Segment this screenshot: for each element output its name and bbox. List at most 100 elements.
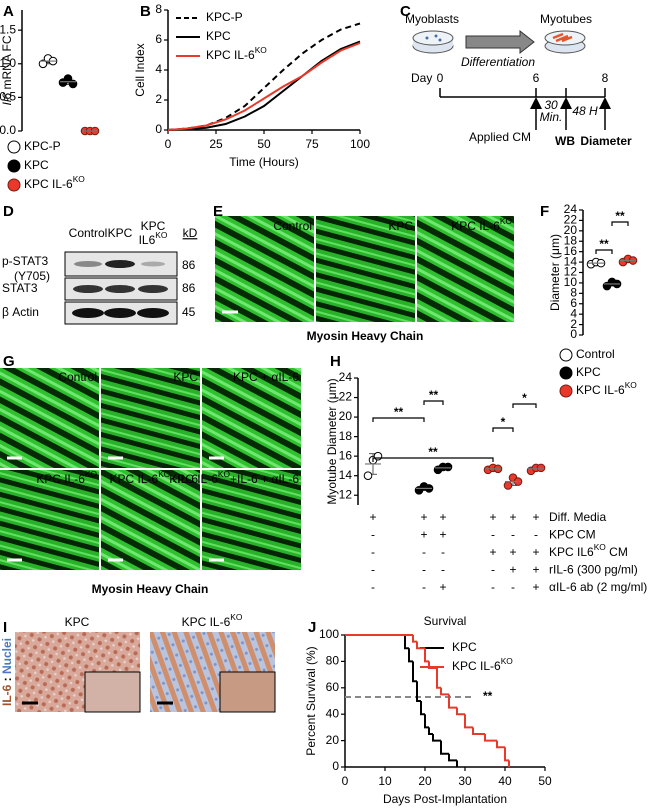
significance-bracket	[595, 249, 613, 254]
diagram-text: Differentiation	[461, 55, 535, 69]
y-tick-label: 40	[326, 706, 340, 720]
y-tick-label: 22	[339, 390, 353, 404]
legend-label: KPC IL-6KO	[206, 45, 267, 62]
chart-title: Survival	[424, 614, 467, 628]
y-axis-label: Percent Survival (%)	[304, 646, 318, 755]
significance-bracket	[423, 400, 444, 405]
legend-label: KPC IL-6KO	[24, 174, 85, 191]
survival-step	[412, 661, 417, 683]
y-tick-label: 1.0	[0, 56, 16, 70]
condition-mark: +	[439, 528, 446, 542]
x-tick-label: 50	[538, 774, 552, 788]
survival-step	[432, 734, 441, 742]
condition-mark: -	[491, 528, 495, 542]
blot-label: 86	[182, 258, 196, 272]
condition-mark: +	[369, 510, 376, 524]
survival-step	[436, 668, 441, 689]
condition-mark: +	[439, 510, 446, 524]
legend-label: Control	[576, 347, 615, 361]
survival-step	[424, 648, 429, 663]
text-part: KPC IL-6	[169, 472, 218, 486]
significance-label: **	[615, 209, 625, 223]
diagram-text: 6	[533, 71, 540, 85]
y-axis-label: Cell Index	[133, 43, 147, 96]
text-part: 30	[544, 98, 558, 112]
image-label: KPC	[388, 219, 413, 233]
y-tick-label: 18	[564, 233, 578, 247]
panel-letter: B	[140, 3, 151, 20]
condition-mark: +	[420, 528, 427, 542]
condition-mark: -	[422, 563, 426, 577]
condition-mark: -	[534, 528, 538, 542]
series-line	[167, 42, 361, 131]
survival-step	[464, 714, 473, 729]
blot-label: β Actin	[2, 305, 39, 319]
diagram-text: Myoblasts	[405, 12, 459, 26]
y-tick-label: 0	[332, 759, 339, 773]
blot-label: Control	[69, 226, 108, 240]
y-tick-label: 18	[339, 429, 353, 443]
significance-bracket	[512, 403, 537, 408]
survival-step	[416, 681, 421, 702]
image-label: Control	[273, 219, 312, 233]
condition-mark: +	[532, 563, 539, 577]
text-part: KPC IL-6	[206, 48, 255, 62]
image-label: KPC IL-6KO	[451, 216, 512, 233]
legend-marker	[559, 366, 573, 380]
panel-letter: E	[213, 203, 223, 220]
survival-step	[404, 635, 409, 650]
survival-step	[440, 687, 449, 696]
condition-mark: +	[489, 510, 496, 524]
x-tick-label: 0	[165, 137, 172, 151]
y-tick-label: 16	[339, 448, 353, 462]
text-part: +IL-6 + αIL-6	[230, 472, 299, 486]
survival-step	[408, 648, 413, 663]
condition-mark: -	[511, 580, 515, 594]
blot-label: KPC	[108, 226, 133, 240]
condition-mark: +	[509, 545, 516, 559]
text-part: Il6	[0, 93, 14, 106]
legend-marker	[7, 140, 21, 154]
survival-step	[416, 641, 425, 650]
series-line	[167, 22, 361, 131]
legend-label: KPC	[24, 158, 49, 172]
data-point	[363, 471, 373, 480]
survival-step	[412, 635, 417, 643]
y-tick-label: 2	[155, 92, 162, 106]
y-axis-label: Il6 mRNA FC	[0, 35, 14, 105]
diagram-text: Min.	[540, 110, 563, 124]
significance-label: **	[429, 388, 439, 402]
image-label: KPC IL-6KO	[182, 612, 243, 629]
y-tick-label: 16	[564, 244, 578, 258]
diagram-text: 8	[602, 71, 609, 85]
y-tick-label: 14	[339, 468, 353, 482]
y-tick-label: 20	[564, 223, 578, 237]
condition-mark: -	[422, 580, 426, 594]
y-tick-label: 8	[570, 286, 577, 300]
condition-label: KPC IL6KO CM	[549, 542, 628, 559]
panel-letter: D	[3, 203, 14, 220]
survival-step	[448, 753, 457, 762]
legend-marker	[559, 384, 573, 398]
y-tick-label: 12	[564, 265, 578, 279]
image-label: KPC IL-6KO	[36, 469, 97, 486]
panel-letter: I	[3, 619, 7, 636]
legend-marker	[559, 348, 573, 362]
text-part: KPC IL-6	[451, 219, 500, 233]
y-tick-label: 0.0	[0, 123, 16, 137]
y-tick-label: 24	[564, 202, 578, 216]
text-part: KO	[501, 656, 514, 666]
y-tick-label: 0	[570, 327, 577, 341]
text-part: KPC IL-6	[24, 177, 73, 191]
image-caption: Myosin Heavy Chain	[92, 582, 209, 596]
survival-step	[428, 727, 433, 735]
text-part: KPC IL-6	[182, 615, 231, 629]
western-blot	[64, 251, 178, 325]
diagram-shapes	[412, 29, 611, 130]
blot-label: STAT3	[2, 281, 38, 295]
condition-mark: -	[491, 580, 495, 594]
image-caption: Myosin Heavy Chain	[307, 329, 424, 343]
diagram-text: Day	[411, 71, 432, 85]
condition-mark: -	[371, 580, 375, 594]
condition-mark: -	[371, 545, 375, 559]
